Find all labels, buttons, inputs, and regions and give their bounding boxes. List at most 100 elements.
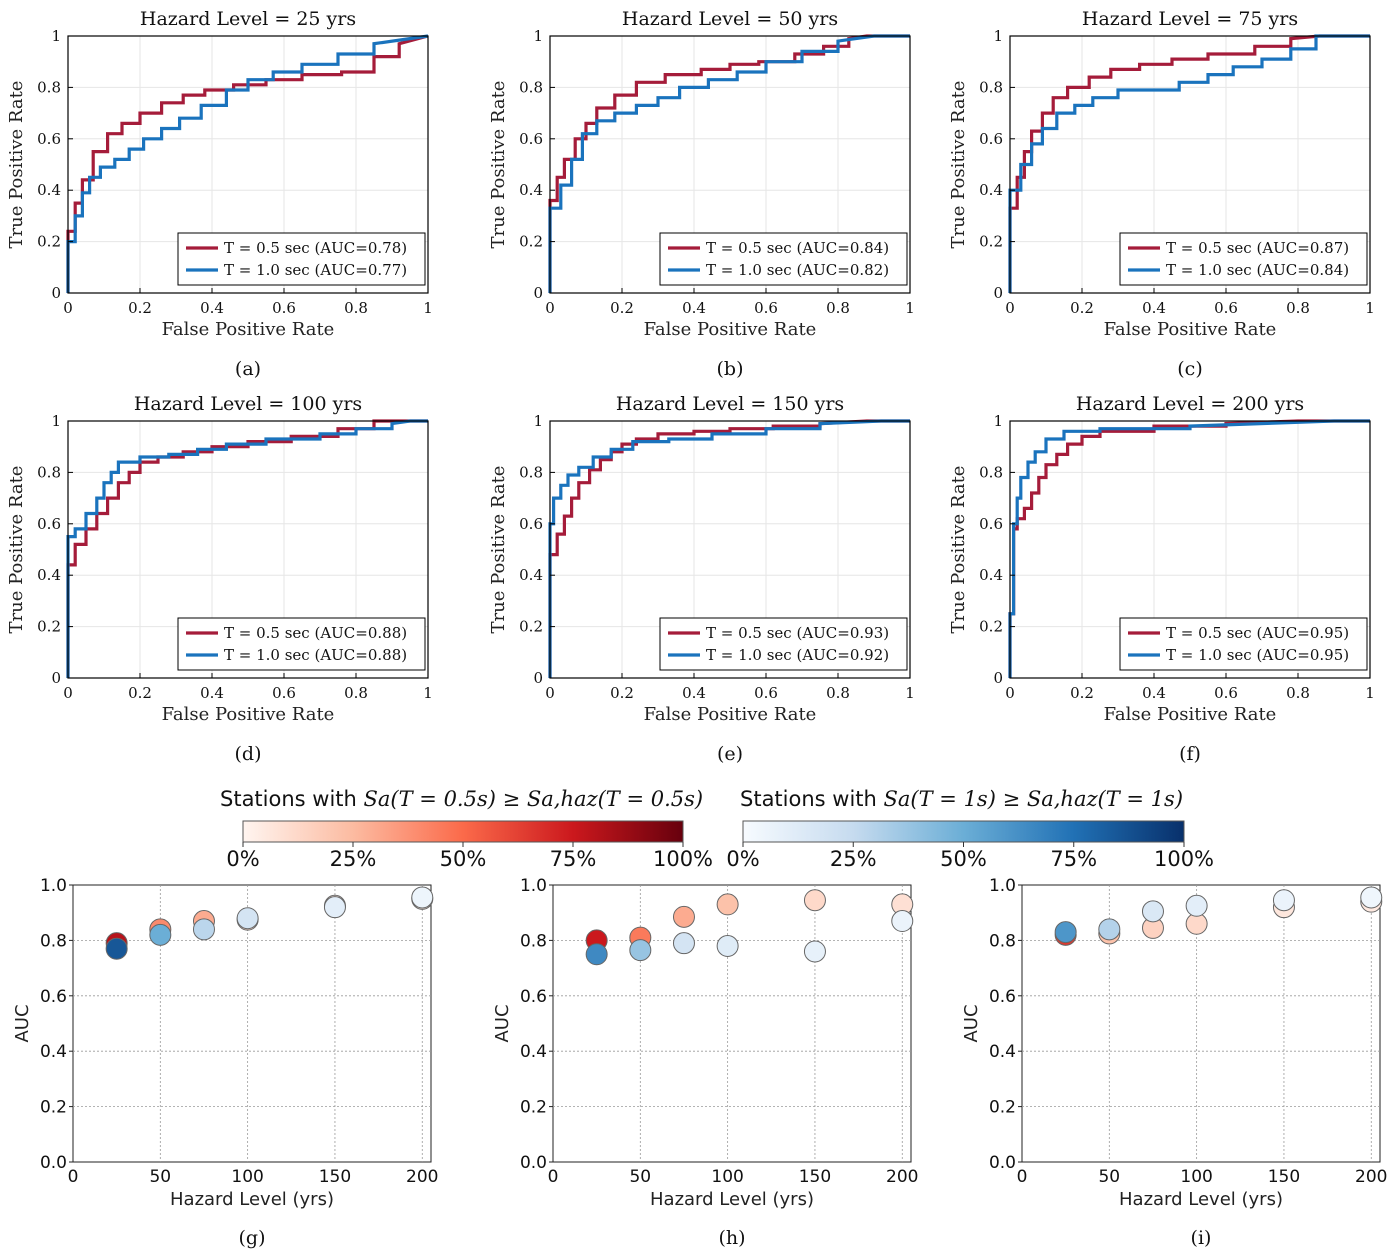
x-tick-label: 200 [1355,1167,1387,1187]
panel-label: (h) [718,1227,745,1249]
legend-entry: T = 1.0 sec (AUC=0.82) [706,261,889,279]
x-tick-label: 0.6 [272,299,296,317]
x-tick-label: 0.8 [344,299,368,317]
roc-curve-t10 [66,419,428,678]
y-tick-label: 0.8 [519,463,543,481]
colorbar-tick-label: 50% [440,847,487,871]
roc-panel-b: 00 0.2 0.2 0.4 0.4 0.6 0.6 0.8 0.8 1 1 Hazard Level… [488,8,915,380]
roc-curve-t05 [66,34,429,293]
colorbar-blue-title-prefix: Stations with [740,787,884,811]
x-tick-label: 0.6 [272,684,296,702]
y-axis-label: True Positive Rate [6,81,27,249]
legend-box [177,232,426,286]
x-tick-label: 0 [1005,299,1015,317]
legend-box [177,617,426,671]
x-tick-label: 0 [68,1167,79,1187]
colorbar-red-title: Stations with Sa(T = 0.5s) ≥ Sa,haz(T = … [220,787,703,811]
legend-entry: T = 0.5 sec (AUC=0.78) [224,239,407,257]
roc-curve-t10 [1008,34,1370,293]
plot-area [552,884,912,1163]
y-tick-label: 0.2 [519,233,543,251]
y-tick-label: 0 [51,669,61,687]
legend: T = 0.5 sec (AUC=0.87) T = 1.0 sec (AUC=0… [1119,232,1368,286]
auc-point-t10 [323,896,346,919]
y-tick-label: 0.2 [519,618,543,636]
roc-curve-t05 [1008,34,1370,293]
auc-point-t05 [716,893,739,916]
x-axis-label: Hazard Level (yrs) [1119,1189,1283,1210]
auc-point-t10 [716,934,739,957]
auc-point-t10 [149,923,172,946]
y-tick-label: 0.2 [989,1098,1016,1118]
x-tick-label: 200 [886,1167,918,1187]
roc-panel-e: 00 0.2 0.2 0.4 0.4 0.6 0.6 0.8 0.8 1 1 Hazard Level… [488,393,915,765]
auc-point-t10 [1141,900,1164,923]
axes-box [67,35,429,294]
x-tick-label: 0.2 [128,684,152,702]
panel-label: (g) [239,1227,266,1249]
y-axis-label: True Positive Rate [948,466,969,634]
y-tick-label: 0.8 [979,78,1003,96]
x-tick-label: 0 [1005,684,1015,702]
x-axis-label: False Positive Rate [1104,319,1277,340]
axes-box [549,420,911,679]
x-tick-label: 1 [1365,299,1375,317]
colorbar-tick-label: 25% [830,847,877,871]
y-axis-label: AUC [492,1004,513,1042]
colorbar-tick-label: 75% [550,847,597,871]
panel-label: (i) [1191,1227,1212,1249]
auc-panel-i: 0 50 100 150 200 0.0 0.2 0.4 0.6 0.8 1.0 Hazard Lev… [961,876,1387,1249]
auc-panel-h: 0 50 100 150 200 0.0 0.2 0.4 0.6 0.8 1.0 Hazard Lev… [492,876,918,1249]
legend-entry: T = 1.0 sec (AUC=0.88) [224,646,407,664]
x-axis-label: False Positive Rate [162,704,335,725]
y-tick-label: 0.4 [520,1042,547,1062]
auc-point-t10 [1272,889,1295,912]
colorbar-tick-label: 0% [726,847,759,871]
auc-point-t10 [1054,921,1077,944]
auc-point-t10 [585,943,608,966]
x-tick-label: 1 [423,299,433,317]
x-tick-label: 0 [63,299,73,317]
legend: T = 0.5 sec (AUC=0.95) T = 1.0 sec (AUC=0… [1119,617,1368,671]
y-tick-label: 0.4 [989,1042,1016,1062]
chart-title: Hazard Level = 150 yrs [616,393,844,415]
plot-area [72,884,432,1163]
y-tick-label: 0.2 [37,618,61,636]
roc-curve-t10 [548,419,910,678]
colorbar-red: Stations with Sa(T = 0.5s) ≥ Sa,haz(T = … [220,787,713,871]
axes-box [1009,35,1371,294]
roc-panel-f: 00 0.2 0.2 0.4 0.4 0.6 0.6 0.8 0.8 1 1 Hazard Level… [948,393,1375,765]
axes-box [67,420,429,679]
auc-point-t10 [803,940,826,963]
y-tick-label: 0 [533,284,543,302]
auc-point-t05 [803,889,826,912]
chart-title: Hazard Level = 25 yrs [140,8,356,30]
colorbar-tick-label: 25% [330,847,377,871]
y-tick-label: 0.6 [40,987,67,1007]
auc-point-t10 [411,886,434,909]
x-tick-label: 0.6 [754,684,778,702]
x-tick-label: 0 [63,684,73,702]
auc-point-t05 [672,905,695,928]
x-tick-label: 100 [1180,1167,1212,1187]
colorbar-blue-title-math: Sa(T = 1s) ≥ Sa,haz(T = 1s) [884,787,1184,811]
y-tick-label: 0.4 [519,181,543,199]
auc-point-t10 [105,937,128,960]
colorbar-tick-label: 50% [940,847,987,871]
x-tick-label: 150 [799,1167,831,1187]
x-tick-label: 0.6 [1214,299,1238,317]
x-tick-label: 0.4 [682,684,706,702]
axes-box [1009,420,1371,679]
x-tick-label: 0.2 [128,299,152,317]
legend-entry: T = 0.5 sec (AUC=0.93) [706,624,889,642]
y-axis-label: True Positive Rate [948,81,969,249]
x-tick-label: 100 [231,1167,263,1187]
y-tick-label: 0.6 [989,987,1016,1007]
colorbar-tick-label: 100% [653,847,713,871]
y-tick-label: 1.0 [40,876,67,896]
legend: T = 0.5 sec (AUC=0.78) T = 1.0 sec (AUC=0… [177,232,426,286]
panel-label: (e) [717,743,743,765]
colorbar-tick-label: 100% [1154,847,1214,871]
roc-panel-d: 00 0.2 0.2 0.4 0.4 0.6 0.6 0.8 0.8 1 1 Hazard Level… [6,393,433,765]
